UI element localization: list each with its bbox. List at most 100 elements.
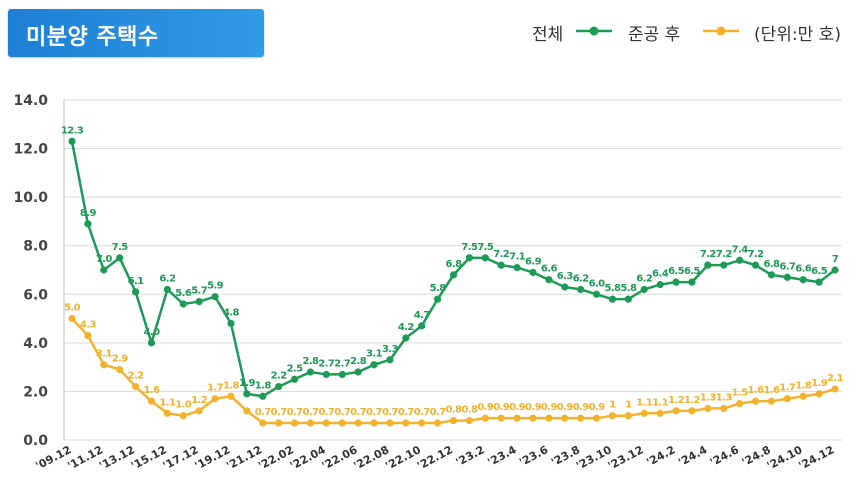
data-label: 0.7 [414,407,431,418]
data-point [465,254,473,262]
x-tick-label: '22.08 [352,443,392,472]
data-point [402,334,410,342]
data-point [608,412,617,420]
data-point [481,254,489,262]
data-point [131,288,140,296]
data-label: 3.1 [366,349,383,360]
data-point [577,285,585,294]
data-label: 2.2 [128,371,145,382]
data-point [84,220,92,228]
data-point [783,273,791,281]
x-tick-label: '23.10 [574,443,614,473]
data-point [243,407,251,415]
data-label: 6.6 [795,264,812,275]
legend-unit-note: (단위:만 호) [754,25,841,45]
data-label: 6.3 [557,271,574,282]
data-label: 1.2 [191,395,208,406]
x-tick-label: '23.4 [485,443,518,469]
data-point [497,414,505,422]
data-label: 5.8 [620,283,637,294]
data-point [449,416,458,425]
data-label: 7.0 [96,254,113,265]
x-tick-label: '22.04 [288,443,328,473]
data-point [116,365,124,374]
x-tick-label: '13.12 [97,443,137,472]
y-tick-label: 14.0 [13,93,48,109]
data-label: 0.7 [302,407,319,418]
data-label: 1.1 [636,397,653,408]
data-point [338,419,346,427]
data-point [529,414,537,422]
data-point [322,370,330,379]
data-label: 4.7 [414,310,431,321]
data-point [656,280,664,289]
data-label: 0.7 [382,407,399,418]
data-point [243,390,251,398]
data-point [100,361,108,369]
data-label: 1.7 [207,383,224,394]
data-point [513,414,521,422]
data-point [545,414,553,422]
data-label: 0.7 [334,407,351,418]
data-point [751,261,760,269]
data-point [275,382,283,391]
data-label: 4.0 [144,327,161,338]
y-tick-label: 8.0 [23,239,48,255]
data-label: 2.1 [827,373,844,384]
data-label: 0.7 [366,407,383,418]
data-label: 6.5 [684,266,701,277]
data-point [799,276,807,284]
data-point [640,409,648,417]
data-point [418,419,426,427]
data-label: 1.6 [763,385,780,396]
x-tick-label: '22.02 [256,443,296,472]
data-point [290,375,299,383]
data-label: 0.8 [446,405,463,416]
data-label: 7.2 [716,249,733,260]
x-tick-label: '24.12 [797,443,837,472]
data-point [720,261,728,269]
data-label: 0.7 [255,407,272,418]
data-point [100,266,108,274]
data-label: 1.6 [748,385,765,396]
data-point [656,409,664,417]
data-label: 1.9 [239,378,256,389]
x-tick-label: '15.12 [129,443,169,472]
y-tick-label: 2.0 [23,384,48,400]
x-tick-label: '19.12 [193,443,233,472]
data-point [275,419,283,427]
data-point [227,319,235,328]
data-point [561,414,569,422]
data-label: 6.2 [636,273,653,284]
y-tick-label: 12.0 [13,142,48,158]
data-label: 7.2 [700,249,717,260]
data-label: 0.9 [541,402,558,413]
data-label: 2.5 [287,363,304,374]
data-point [799,392,807,400]
y-tick-label: 4.0 [23,336,48,352]
data-point [751,397,760,405]
data-point [624,295,632,303]
y-tick-label: 6.0 [23,287,48,303]
data-point [147,397,156,405]
data-point [783,395,791,403]
x-tick-label: '23.2 [454,443,487,469]
x-tick-label: '23.6 [517,443,550,469]
data-label: 0.9 [573,402,590,413]
data-point [736,256,744,264]
data-label: 6.5 [668,266,685,277]
data-label: 1.8 [255,380,272,391]
data-point [434,419,442,427]
data-label: 1.1 [652,397,669,408]
data-label: 6.2 [159,273,176,284]
data-label: 1.8 [795,380,812,391]
data-point [84,331,92,340]
data-point [529,268,537,277]
data-point [513,263,521,272]
data-point [68,314,76,323]
data-label: 0.9 [557,402,574,413]
data-label: 1.1 [159,397,176,408]
data-label: 0.9 [589,402,606,413]
data-label: 1 [609,400,616,411]
